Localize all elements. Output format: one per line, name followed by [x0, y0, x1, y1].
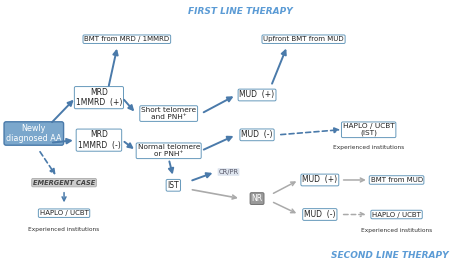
Text: SECOND LINE THERAPY: SECOND LINE THERAPY [331, 251, 448, 260]
Text: Experienced institutions: Experienced institutions [361, 228, 432, 233]
Text: HAPLO / UCBT: HAPLO / UCBT [372, 211, 421, 218]
Text: Experienced institutions: Experienced institutions [333, 146, 404, 150]
Text: NR: NR [252, 194, 263, 203]
Text: Newly
diagnosed AA: Newly diagnosed AA [6, 124, 62, 143]
Text: IST: IST [167, 181, 179, 190]
Text: HAPLO / UCBT
(IST): HAPLO / UCBT (IST) [343, 123, 394, 136]
Text: BMT from MUD: BMT from MUD [371, 177, 423, 183]
Text: Normal telomere
or PNH⁺: Normal telomere or PNH⁺ [137, 144, 200, 157]
Text: MUD  (+): MUD (+) [239, 91, 274, 100]
Text: EMERGENT CASE: EMERGENT CASE [33, 180, 95, 186]
Text: CR/PR: CR/PR [219, 169, 238, 175]
Text: MRD
1MMRD  (-): MRD 1MMRD (-) [78, 131, 120, 150]
Text: MRD
1MMRD  (+): MRD 1MMRD (+) [76, 88, 122, 107]
Text: HAPLO / UCBT: HAPLO / UCBT [40, 210, 89, 216]
Text: MUD  (+): MUD (+) [302, 175, 337, 184]
Text: BMT from MRD / 1MMRD: BMT from MRD / 1MMRD [84, 36, 169, 42]
Text: FIRST LINE THERAPY: FIRST LINE THERAPY [188, 7, 293, 16]
Text: Upfront BMT from MUD: Upfront BMT from MUD [263, 36, 344, 42]
Text: MUD  (-): MUD (-) [241, 130, 273, 139]
Text: MUD  (-): MUD (-) [304, 210, 336, 219]
Text: Short telomere
and PNH⁺: Short telomere and PNH⁺ [141, 107, 196, 120]
Text: Experienced institutions: Experienced institutions [28, 227, 100, 232]
